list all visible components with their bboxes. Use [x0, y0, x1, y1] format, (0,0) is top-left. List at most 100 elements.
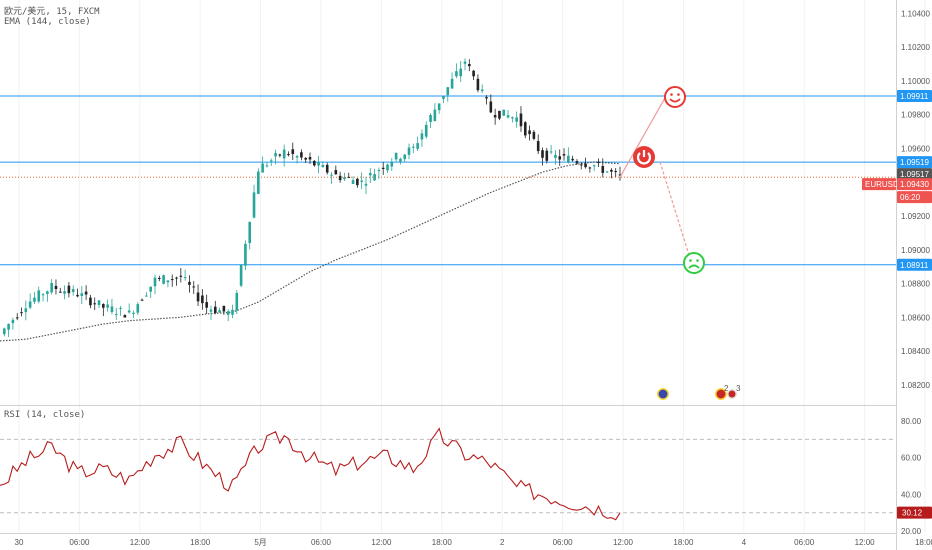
candle-body [179, 275, 183, 277]
candle-body [269, 160, 273, 162]
candle-body [252, 192, 256, 218]
candle-body [554, 154, 557, 158]
candle-body [136, 304, 140, 313]
candle-body [7, 323, 10, 330]
candle-body [506, 115, 510, 118]
candles [3, 58, 622, 338]
candle-body [261, 163, 264, 173]
candle-body [571, 158, 574, 161]
candle-body [618, 174, 622, 176]
event-badge-3-count: 3 [736, 384, 741, 393]
rsi-current-tag[interactable]: 30.12 [902, 509, 923, 518]
candle-body [11, 319, 15, 324]
candle-body [420, 133, 424, 140]
time-tick-label: 18:00 [673, 538, 694, 547]
candle-body [394, 152, 398, 160]
candle-body [196, 292, 200, 302]
time-tick-label: 18:00 [432, 538, 453, 547]
happy-face-icon[interactable] [664, 86, 686, 108]
last-price-tag[interactable]: 1.09517 [900, 170, 929, 179]
candle-body [140, 299, 144, 301]
ema-legend[interactable]: EMA (144, close) [4, 17, 91, 27]
candle-body [549, 151, 553, 153]
candle-body [265, 165, 269, 167]
mid-level-tag[interactable]: 1.09519 [900, 158, 929, 167]
price-tick-label: 1.09200 [901, 212, 930, 221]
candle-body [175, 277, 178, 279]
current-price-tag[interactable]: 1.09430 [900, 180, 929, 189]
time-tick-label: 30 [15, 538, 24, 547]
candle-body [433, 109, 437, 121]
candle-body [338, 175, 342, 181]
candle-body [46, 291, 49, 295]
candle-body [24, 308, 28, 313]
candle-body [511, 117, 514, 119]
candle-body [364, 183, 368, 186]
time-axis[interactable]: 30 06:00 12:00 18:00 5月 06:00 12:00 18:00 2 06:00… [15, 538, 932, 547]
candle-body [532, 131, 536, 139]
rsi-axis[interactable]: 80.00 60.00 40.00 20.00 [901, 417, 922, 536]
candle-body [222, 305, 226, 312]
rsi-tick-label: 60.00 [901, 454, 922, 463]
price-tick-label: 1.08200 [901, 381, 930, 390]
candle-body [498, 110, 501, 119]
candle-body [58, 291, 62, 293]
vertical-grid [18, 0, 926, 533]
candle-body [368, 172, 372, 176]
candle-body [201, 295, 204, 304]
time-tick-label: 12:00 [613, 538, 634, 547]
power-icon[interactable] [633, 146, 655, 168]
last-price-tag-bg [897, 168, 932, 181]
candle-body [153, 277, 157, 287]
candle-body [84, 291, 88, 295]
candle-body [291, 149, 295, 155]
candle-body [3, 328, 6, 335]
candle-body [519, 113, 523, 127]
price-tick-label: 1.09600 [901, 144, 930, 153]
time-tick-label: 5月 [254, 538, 266, 547]
symbol-tag[interactable]: EURUSD [865, 180, 899, 189]
candle-body [407, 147, 411, 155]
candle-body [106, 304, 109, 308]
price-tick-label: 1.10000 [901, 77, 930, 86]
symbol-legend[interactable]: 欧元/美元, 15, FXCM [4, 7, 100, 17]
candle-body [278, 154, 282, 156]
candle-body [188, 281, 191, 285]
candle-body [97, 300, 101, 306]
candle-body [149, 286, 152, 292]
countdown-tag-bg [897, 191, 932, 204]
candle-body [67, 285, 71, 294]
price-tick-label: 1.10200 [901, 43, 930, 52]
candle-body [102, 304, 105, 308]
candle-body [442, 96, 445, 99]
candle-body [450, 78, 454, 89]
event-badge-3[interactable] [727, 389, 737, 399]
candle-body [183, 277, 187, 279]
resistance-level-tag-bg [897, 89, 932, 102]
event-badge-1[interactable] [657, 388, 669, 400]
event-badge-2[interactable] [715, 388, 727, 400]
candle-body [287, 154, 290, 156]
mid-level-tag-bg [897, 156, 932, 169]
countdown-tag[interactable]: 06:20 [900, 193, 921, 202]
candle-body [356, 178, 359, 186]
price-tick-label: 1.08400 [901, 347, 930, 356]
price-axis[interactable]: 1.10400 1.10200 1.10000 1.09800 1.09600 1.094… [901, 9, 930, 389]
candle-body [485, 97, 488, 99]
resistance-level-tag[interactable]: 1.09911 [900, 92, 929, 101]
candle-body [127, 310, 131, 313]
candle-body [244, 243, 247, 266]
candle-body [416, 143, 419, 149]
rsi-legend[interactable]: RSI (14, close) [4, 410, 86, 420]
candle-body [489, 101, 493, 113]
time-tick-label: 06:00 [311, 538, 332, 547]
time-tick-label: 06:00 [794, 538, 815, 547]
candle-body [71, 289, 75, 293]
sad-face-icon[interactable] [683, 252, 705, 274]
candle-body [63, 291, 66, 294]
candle-body [545, 150, 549, 161]
support-level-tag[interactable]: 1.08911 [900, 261, 929, 270]
candle-body [528, 130, 531, 135]
